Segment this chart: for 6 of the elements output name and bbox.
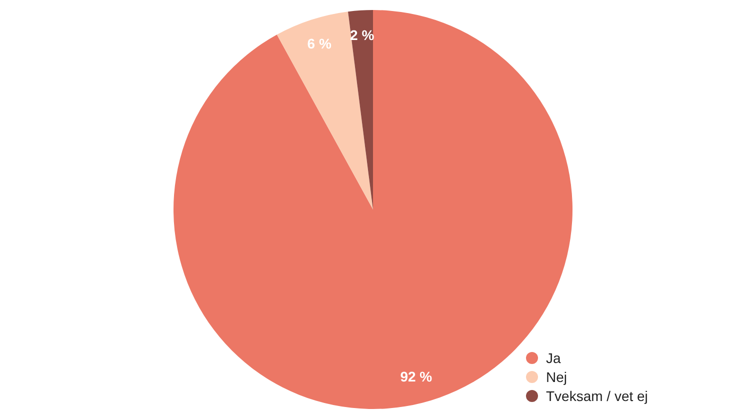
data-label: 6 % bbox=[307, 35, 332, 52]
legend-label: Tveksam / vet ej bbox=[546, 388, 648, 404]
legend-label: Nej bbox=[546, 368, 568, 384]
data-label: 2 % bbox=[350, 27, 375, 44]
data-label: 92 % bbox=[400, 368, 433, 384]
legend-label: Ja bbox=[546, 350, 561, 366]
